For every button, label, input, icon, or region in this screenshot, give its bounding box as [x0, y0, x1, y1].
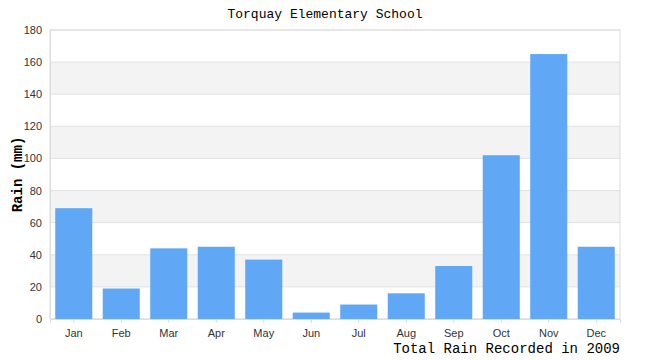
y-tick: 100 [24, 152, 50, 164]
y-axis-title: Rain (mm) [10, 137, 26, 213]
x-tick-label: May [253, 327, 274, 339]
x-tick-label: Dec [586, 327, 606, 339]
y-tick: 20 [30, 281, 50, 293]
x-tick-label: Mar [159, 327, 178, 339]
y-axis-line [50, 31, 51, 320]
x-tick-label: Jul [352, 327, 366, 339]
plot-frame [50, 30, 620, 319]
bar [245, 260, 282, 319]
bar [150, 248, 187, 319]
x-tick-mark [501, 319, 502, 323]
x-axis-line [51, 320, 621, 324]
bar [293, 313, 330, 319]
y-tick-label: 40 [30, 249, 42, 261]
y-tick-label: 20 [30, 281, 42, 293]
bar [578, 247, 615, 319]
chart-title: Torquay Elementary School [227, 7, 422, 22]
plot-area: 020406080100120140160180JanFebMarAprMayJ… [24, 24, 621, 339]
chart-container: 020406080100120140160180JanFebMarAprMayJ… [0, 0, 650, 360]
y-tick: 180 [24, 24, 50, 36]
y-tick: 60 [30, 217, 50, 229]
chart-svg: 020406080100120140160180JanFebMarAprMayJ… [0, 0, 650, 360]
y-tick: 160 [24, 56, 50, 68]
x-tick: Mar [159, 319, 178, 339]
y-tick: 40 [30, 249, 50, 261]
x-tick-label: Oct [493, 327, 510, 339]
x-tick: Nov [539, 319, 559, 339]
bar [103, 288, 140, 319]
x-tick-mark [453, 319, 454, 323]
x-tick-mark [406, 319, 407, 323]
x-tick: Aug [396, 319, 416, 339]
y-tick: 140 [24, 88, 50, 100]
x-tick: Dec [586, 319, 606, 339]
x-tick-mark [73, 319, 74, 323]
x-tick-mark [168, 319, 169, 323]
bar [435, 266, 472, 319]
x-tick-label: Sep [444, 327, 464, 339]
x-tick-label: Apr [208, 327, 225, 339]
y-tick-label: 180 [24, 24, 42, 36]
y-tick-label: 0 [36, 313, 42, 325]
bar [530, 54, 567, 319]
x-tick: Apr [208, 319, 225, 339]
y-tick-label: 160 [24, 56, 42, 68]
bar [483, 155, 520, 319]
y-tick-label: 120 [24, 120, 42, 132]
y-tick-label: 60 [30, 217, 42, 229]
y-axis: 0 20 40 60 80 100 120 140 160 180 [24, 24, 51, 325]
bar [198, 247, 235, 319]
y-tick-label: 80 [30, 185, 42, 197]
y-tick-label: 140 [24, 88, 42, 100]
x-tick-mark [121, 319, 122, 323]
x-tick-mark [216, 319, 217, 323]
x-tick-mark [358, 319, 359, 323]
x-axis-title: Total Rain Recorded in 2009 [393, 341, 620, 357]
x-tick-mark [263, 319, 264, 323]
x-tick: Feb [112, 319, 131, 339]
x-tick-label: Jan [65, 327, 83, 339]
x-tick-label: Feb [112, 327, 131, 339]
bars [55, 54, 615, 319]
x-tick-mark [548, 319, 549, 323]
y-tick: 80 [30, 185, 50, 197]
x-tick: Jun [302, 319, 320, 339]
x-tick: Jan [65, 319, 83, 339]
x-axis: Jan Feb Mar Apr May Jun Jul Aug Sep Oct Nov Dec [51, 319, 621, 339]
y-tick: 0 [36, 313, 50, 325]
x-tick-mark [311, 319, 312, 323]
x-tick: Sep [444, 319, 464, 339]
x-tick: Oct [493, 319, 510, 339]
x-tick-mark [596, 319, 597, 323]
bar [340, 305, 377, 319]
bar [388, 293, 425, 319]
x-tick-label: Nov [539, 327, 559, 339]
bar [55, 208, 92, 319]
grid-lines [50, 30, 620, 319]
x-tick-label: Jun [302, 327, 320, 339]
x-tick: Jul [352, 319, 366, 339]
y-tick: 120 [24, 120, 50, 132]
x-tick: May [253, 319, 274, 339]
y-tick-label: 100 [24, 152, 42, 164]
x-tick-label: Aug [396, 327, 416, 339]
